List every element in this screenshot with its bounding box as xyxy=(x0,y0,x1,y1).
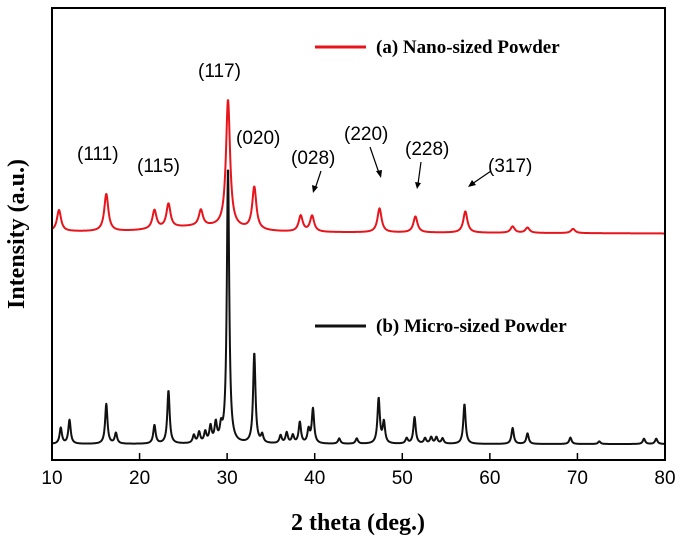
annotation-arrowhead-317 xyxy=(468,180,476,187)
x-tick-label-70: 70 xyxy=(567,468,588,489)
annotation-111: (111) xyxy=(77,144,119,165)
x-tick-label-20: 20 xyxy=(129,468,150,489)
series-line-nano xyxy=(51,99,666,235)
x-tick-label-50: 50 xyxy=(392,468,413,489)
annotation-arrowhead-028 xyxy=(312,185,318,193)
annotation-028: (028) xyxy=(291,148,335,169)
plot-frame xyxy=(51,7,666,461)
x-axis-ticks: 10 20 30 40 50 60 70 80 xyxy=(41,453,676,489)
x-tick-label-60: 60 xyxy=(479,468,500,489)
annotation-arrowhead-220 xyxy=(376,170,382,178)
series-line-micro xyxy=(51,169,666,445)
peak-annotations: (111) (115) (117) (020) (028) (220) (228… xyxy=(77,61,532,193)
legend-label-nano: (a) Nano-sized Powder xyxy=(376,37,560,58)
annotation-arrow-228 xyxy=(417,161,422,185)
annotation-117: (117) xyxy=(198,61,241,82)
x-tick-label-30: 30 xyxy=(217,468,238,489)
annotation-arrow-028 xyxy=(314,170,322,190)
legend-label-micro: (b) Micro-sized Powder xyxy=(376,316,567,337)
annotation-317: (317) xyxy=(488,156,532,177)
annotation-020: (020) xyxy=(236,128,280,149)
x-tick-label-80: 80 xyxy=(654,468,675,489)
annotation-220: (220) xyxy=(344,124,388,145)
annotation-228: (228) xyxy=(405,139,449,160)
y-axis-title: Intensity (a.u.) xyxy=(4,159,30,309)
x-tick-label-40: 40 xyxy=(304,468,325,489)
annotation-arrowhead-228 xyxy=(415,182,421,189)
legend: (a) Nano-sized Powder (b) Micro-sized Po… xyxy=(315,37,567,337)
x-tick-label-10: 10 xyxy=(41,468,62,489)
annotation-arrow-317 xyxy=(471,170,492,185)
x-axis-title: 2 theta (deg.) xyxy=(291,510,425,536)
annotation-115: (115) xyxy=(137,156,180,177)
series-layer xyxy=(51,99,666,445)
annotation-arrow-220 xyxy=(369,146,380,174)
